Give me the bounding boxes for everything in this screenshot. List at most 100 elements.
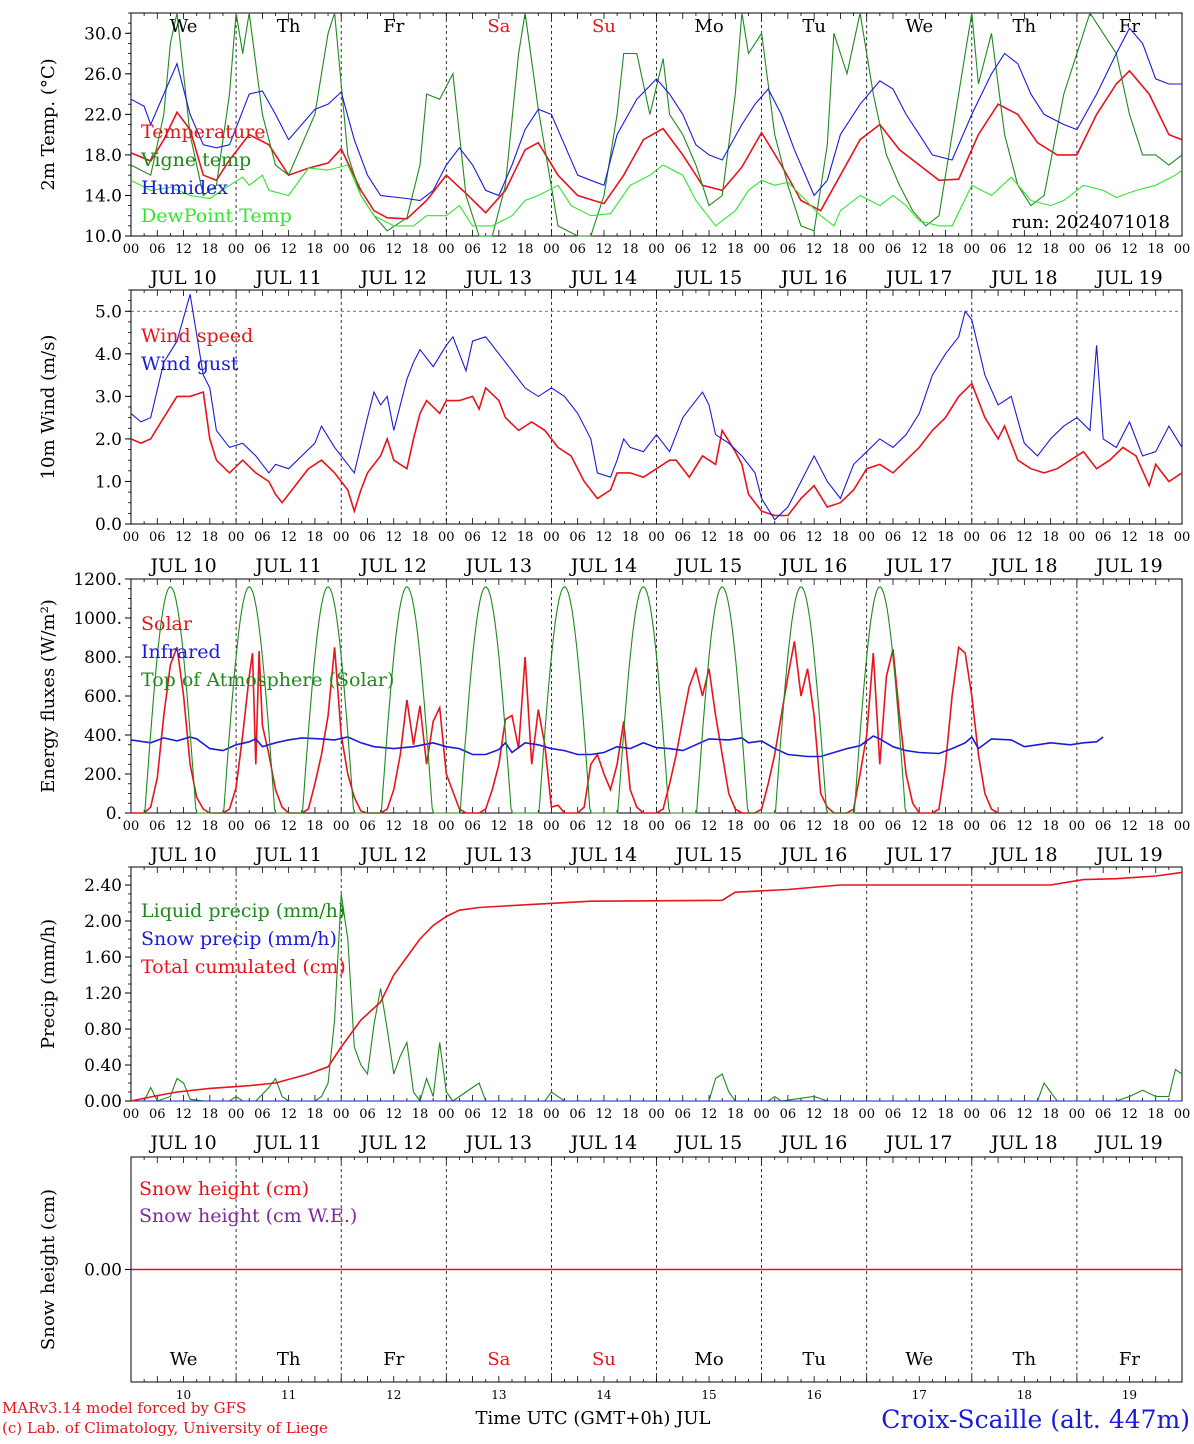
series-line-infrared	[130, 735, 1104, 758]
x-day-number: 13	[491, 1388, 506, 1402]
x-hour-tick-label: 06	[254, 530, 271, 545]
x-date-label: JUL 17	[884, 1132, 952, 1154]
x-hour-tick-label: 12	[596, 530, 613, 545]
x-date-label: JUL 10	[148, 1132, 216, 1154]
x-hour-tick-label: 12	[1121, 819, 1138, 834]
x-day-number: 11	[281, 1388, 296, 1402]
x-hour-tick-label: 18	[937, 1107, 954, 1122]
y-tick-label: 400.	[84, 726, 122, 746]
x-hour-tick-label: 18	[622, 819, 639, 834]
x-hour-tick-label: 18	[1147, 530, 1164, 545]
x-hour-tick-label: 18	[202, 819, 219, 834]
y-tick-label: 10.0	[84, 227, 122, 247]
day-name: Fr	[383, 1349, 404, 1370]
legend-entry: Liquid precip (mm/h)	[141, 900, 345, 922]
x-hour-tick-label: 12	[806, 242, 823, 257]
x-hour-tick-label: 12	[280, 530, 297, 545]
x-date-label: JUL 17	[884, 267, 952, 289]
day-name: Su	[592, 16, 616, 37]
x-hour-tick-label: 06	[569, 242, 586, 257]
x-hour-tick-label: 12	[596, 819, 613, 834]
x-day-number: 16	[807, 1388, 822, 1402]
x-date-label: JUL 11	[253, 267, 321, 289]
series-line-top-of-atmosphere-solar	[143, 586, 907, 814]
x-hour-tick-label: 00	[333, 242, 350, 257]
x-hour-tick-label: 06	[675, 530, 692, 545]
x-hour-tick-label: 12	[175, 1107, 192, 1122]
y-tick-label: 1.20	[84, 984, 122, 1004]
x-hour-tick-label: 18	[1042, 819, 1059, 834]
x-hour-tick-label: 18	[1147, 242, 1164, 257]
x-hour-tick-label: 00	[1174, 819, 1191, 834]
x-hour-tick-label: 18	[1042, 530, 1059, 545]
y-tick-label: 5.0	[95, 302, 122, 322]
x-hour-tick-label: 18	[832, 530, 849, 545]
x-date-label: JUL 12	[359, 844, 427, 866]
x-day-number: 17	[912, 1388, 927, 1402]
x-hour-tick-label: 06	[149, 1107, 166, 1122]
y-tick-label: 0.00	[84, 1261, 122, 1281]
x-hour-tick-label: 18	[307, 242, 324, 257]
y-tick-label: 2.0	[95, 430, 122, 450]
x-hour-tick-label: 18	[517, 242, 534, 257]
x-hour-tick-label: 00	[1069, 242, 1086, 257]
x-hour-tick-label: 00	[858, 1107, 875, 1122]
x-hour-tick-label: 12	[385, 819, 402, 834]
x-hour-tick-label: 00	[123, 530, 140, 545]
y-tick-label: 800.	[84, 648, 122, 668]
x-hour-tick-label: 00	[1174, 1107, 1191, 1122]
x-hour-tick-label: 06	[464, 1107, 481, 1122]
x-date-label: JUL 16	[779, 844, 847, 866]
x-date-label: JUL 10	[148, 555, 216, 577]
y-tick-label: 2.00	[84, 912, 122, 932]
x-date-label: JUL 12	[359, 555, 427, 577]
run-annotation: run: 2024071018	[1012, 212, 1170, 233]
day-name: We	[905, 1349, 933, 1370]
x-date-label: JUL 14	[569, 1132, 637, 1154]
x-date-label: JUL 12	[359, 1132, 427, 1154]
x-hour-tick-label: 00	[753, 819, 770, 834]
x-hour-tick-label: 06	[464, 530, 481, 545]
x-hour-tick-label: 12	[596, 242, 613, 257]
legend-entry: Total cumulated (cm)	[141, 956, 346, 978]
legend-entry: Wind speed	[141, 325, 253, 347]
series-line-total-cumulated-cm	[130, 871, 1183, 1102]
day-name: Mo	[694, 1349, 723, 1370]
y-tick-label: 22.0	[84, 105, 122, 125]
credit-line-2: (c) Lab. of Climatology, University of L…	[2, 1419, 328, 1437]
x-hour-tick-label: 18	[727, 1107, 744, 1122]
x-hour-tick-label: 18	[412, 530, 429, 545]
y-tick-label: 1.0	[95, 472, 122, 492]
x-date-label: JUL 19	[1094, 844, 1162, 866]
x-date-label: JUL 18	[989, 555, 1057, 577]
x-date-label: JUL 11	[253, 1132, 321, 1154]
x-hour-tick-label: 18	[307, 1107, 324, 1122]
x-hour-tick-label: 00	[964, 530, 981, 545]
x-hour-tick-label: 00	[228, 242, 245, 257]
x-hour-tick-label: 18	[412, 242, 429, 257]
x-hour-tick-label: 06	[1095, 530, 1112, 545]
x-hour-tick-label: 12	[1016, 819, 1033, 834]
x-hour-tick-label: 12	[911, 819, 928, 834]
series-line-wind-gust	[130, 294, 1183, 521]
x-hour-tick-label: 12	[806, 819, 823, 834]
x-hour-tick-label: 12	[1016, 1107, 1033, 1122]
x-hour-tick-label: 12	[701, 1107, 718, 1122]
x-hour-tick-label: 00	[648, 1107, 665, 1122]
x-hour-tick-label: 06	[1095, 819, 1112, 834]
y-tick-label: 600.	[84, 687, 122, 707]
y-tick-label: 0.40	[84, 1056, 122, 1076]
x-hour-tick-label: 06	[359, 242, 376, 257]
x-hour-tick-label: 12	[1016, 242, 1033, 257]
x-hour-tick-label: 12	[1121, 1107, 1138, 1122]
x-hour-tick-label: 18	[517, 819, 534, 834]
x-hour-tick-label: 00	[964, 819, 981, 834]
x-hour-tick-label: 00	[1174, 242, 1191, 257]
x-date-label: JUL 14	[569, 844, 637, 866]
x-hour-tick-label: 06	[569, 530, 586, 545]
x-hour-tick-label: 12	[911, 242, 928, 257]
x-hour-tick-label: 12	[175, 242, 192, 257]
y-axis-label: 2m Temp. (°C)	[38, 58, 59, 190]
y-tick-label: 0.00	[84, 1092, 122, 1112]
